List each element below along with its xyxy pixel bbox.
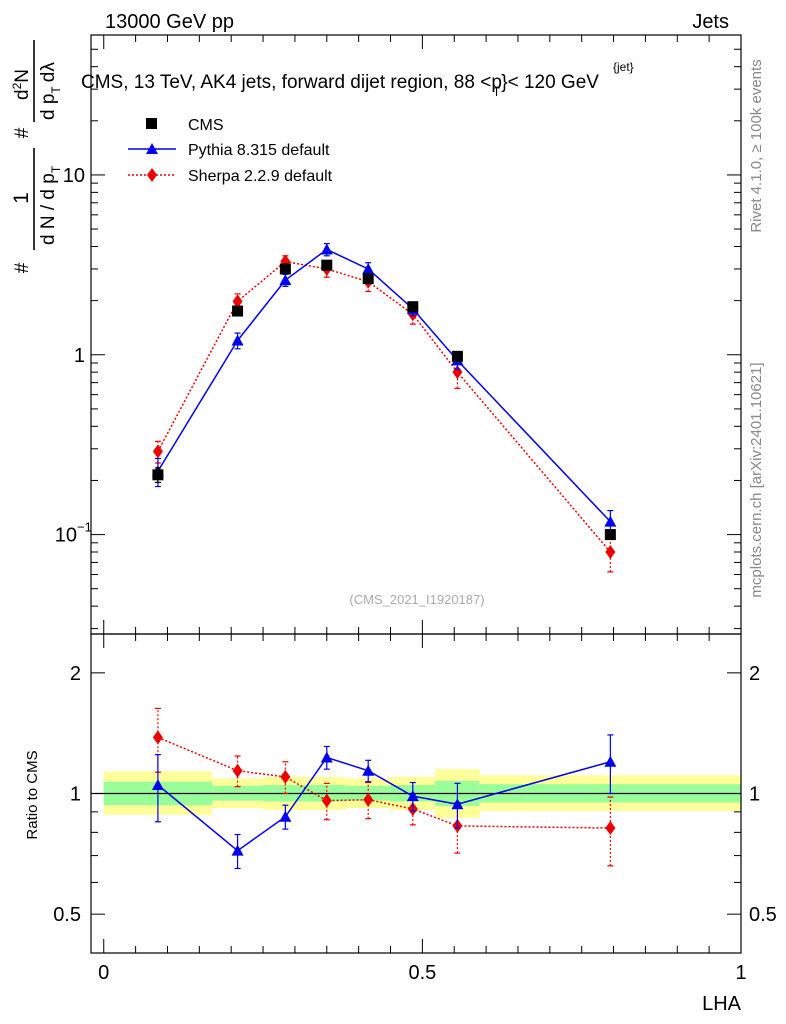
plot-title-before: CMS, 13 TeV, AK4 jets, forward dijet reg…: [81, 72, 502, 93]
plot-title: CMS, 13 TeV, AK4 jets, forward dijet reg…: [81, 72, 599, 99]
ratio-x-tick-label: 0.5: [408, 962, 436, 984]
plot-title-sup: {jet}: [613, 60, 634, 74]
main-cms-point: [362, 273, 374, 285]
ylabel-den-2-sub: T: [49, 86, 63, 94]
legend-marker-sherpa: [147, 168, 157, 182]
header-process: Jets: [692, 11, 729, 33]
ylabel-num-2-n: N: [12, 69, 33, 83]
ratio-x-tick-label: 1: [735, 962, 746, 984]
ratio-y-tick-label-left: 2: [70, 663, 81, 685]
header-energy: 13000 GeV pp: [105, 11, 234, 33]
ratio-sherpa-point: [152, 730, 163, 745]
ratio-sherpa-line: [157, 736, 611, 829]
ratio-sherpa-point: [363, 792, 374, 807]
ratio-y-tick-label-right: 1: [749, 784, 760, 806]
main-cms-point: [604, 529, 616, 541]
main-series-sherpa: [152, 254, 616, 573]
ylabel-den-1-sub: T: [49, 165, 63, 173]
main-pythia-point: [362, 262, 375, 274]
main-pythia-point: [320, 243, 333, 255]
main-sherpa-point: [152, 444, 163, 459]
ylabel-den-2-main: d p: [38, 94, 59, 120]
ratio-y-tick-label-right: 0.5: [749, 904, 777, 926]
legend-label-pythia: Pythia 8.315 default: [188, 142, 330, 159]
ratio-sherpa-point: [232, 763, 243, 778]
ratio-y-tick-label-left: 0.5: [53, 904, 81, 926]
main-cms-point: [451, 350, 463, 362]
main-sherpa-point: [452, 365, 463, 380]
ratio-pythia-point: [604, 755, 617, 767]
legend: CMS Pythia 8.315 default Sherpa 2.2.9 de…: [128, 117, 333, 185]
main-y-tick-label: 1: [74, 345, 85, 367]
main-sherpa-point: [232, 294, 243, 309]
ylabel-num-2: d2N: [10, 69, 33, 100]
ratio-sherpa-point: [280, 769, 291, 784]
main-sherpa-line: [157, 260, 611, 553]
ratio-pythia-point: [231, 844, 244, 856]
main-cms-point: [152, 469, 164, 481]
main-cms-point: [232, 305, 244, 317]
ratio-y-tick-label-left: 1: [70, 784, 81, 806]
legend-label-sherpa: Sherpa 2.2.9 default: [188, 168, 333, 185]
ratio-pythia-point: [279, 810, 292, 822]
ylabel-num-2-sup: 2: [10, 82, 24, 89]
rivet-label: Rivet 4.1.0, ≥ 100k events: [748, 59, 765, 232]
ratio-x-tick-label: 0: [98, 962, 109, 984]
ratio-pythia-point: [362, 764, 375, 776]
ylabel-hash-2: #: [12, 127, 33, 138]
ratio-pythia-point: [406, 790, 419, 802]
main-pythia-point: [604, 515, 617, 527]
main-y-tick-label-exponent: −1: [77, 520, 92, 535]
ratio-pythia-line: [157, 756, 611, 852]
ylabel-num-1: 1: [10, 192, 33, 204]
plot-title-after: }< 120 GeV: [501, 72, 599, 93]
main-y-tick-label: 10: [63, 165, 85, 187]
ylabel-hash-1: #: [12, 262, 33, 273]
main-pythia-point: [231, 334, 244, 346]
ratio-sherpa-point: [605, 821, 616, 836]
main-cms-point: [407, 301, 419, 313]
ylabel-den-1-main: d N / d p: [38, 173, 59, 245]
ratio-series-pythia: [151, 734, 617, 870]
ratio-series-sherpa: [152, 707, 616, 867]
ratio-pythia-point: [151, 779, 164, 791]
main-sherpa-point: [605, 545, 616, 560]
ratio-pythia-point: [451, 798, 464, 810]
main-cms-point: [279, 263, 291, 275]
ratio-sherpa-point: [321, 793, 332, 808]
ratio-y-axis-label: Ratio to CMS: [24, 750, 41, 839]
ylabel-den-2: d pTdλ: [38, 62, 63, 120]
main-series-cms: [152, 259, 616, 541]
ylabel-den-2-rest: dλ: [38, 62, 59, 83]
mcplots-label: mcplots.cern.ch [arXiv:2401.10621]: [748, 362, 765, 597]
ratio-pythia-point: [320, 751, 333, 763]
analysis-watermark: (CMS_2021_I1920187): [349, 592, 484, 607]
main-y-tick-label: 10: [55, 525, 77, 547]
main-pythia-line: [157, 248, 611, 523]
main-series-pythia: [151, 243, 617, 536]
legend-marker-pythia: [146, 143, 158, 154]
ylabel-num-2-d: d: [12, 89, 33, 100]
ratio-y-tick-label-right: 2: [749, 663, 760, 685]
main-pythia-point: [279, 274, 292, 286]
main-cms-point: [321, 259, 333, 271]
main-y-axis-label: # 1 d N / d pT # d2N d pTdλ: [10, 40, 63, 273]
legend-label-cms: CMS: [188, 117, 224, 134]
legend-marker-cms: [146, 118, 157, 129]
ylabel-den-1: d N / d pT: [38, 165, 63, 245]
plot-title-sub: T: [493, 85, 501, 99]
x-axis-label: LHA: [702, 993, 742, 1015]
